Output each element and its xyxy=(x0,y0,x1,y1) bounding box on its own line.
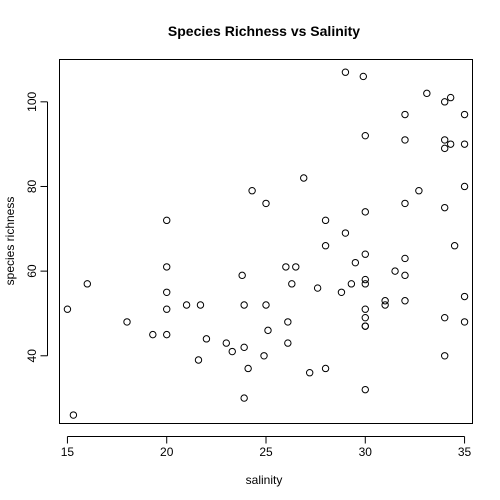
data-point xyxy=(460,292,469,301)
data-point xyxy=(341,229,350,237)
data-point xyxy=(244,364,252,373)
y-tick-label: 100 xyxy=(25,91,39,111)
data-point xyxy=(264,326,272,335)
data-point xyxy=(163,288,171,296)
data-point xyxy=(284,318,292,326)
data-point xyxy=(381,301,389,309)
data-point xyxy=(337,288,346,296)
data-point xyxy=(163,263,171,271)
y-tick-label: 60 xyxy=(25,264,39,278)
x-tick-label: 15 xyxy=(61,445,75,459)
data-point xyxy=(361,280,369,288)
data-point xyxy=(361,250,369,258)
data-point xyxy=(292,263,300,271)
data-point xyxy=(300,174,308,182)
x-axis: 15 20 25 30 35 xyxy=(61,436,472,459)
data-point xyxy=(196,301,205,309)
data-point xyxy=(391,267,399,275)
data-point xyxy=(401,254,409,263)
data-point xyxy=(441,313,449,322)
data-point xyxy=(69,411,78,419)
data-point xyxy=(240,301,248,309)
data-point xyxy=(359,72,367,81)
data-point xyxy=(262,199,270,208)
data-point xyxy=(238,271,246,280)
data-point xyxy=(441,136,449,144)
data-point xyxy=(248,187,256,195)
data-point xyxy=(163,305,171,313)
data-point xyxy=(202,335,211,343)
data-point xyxy=(401,199,409,208)
data-point xyxy=(222,339,230,347)
data-point xyxy=(63,305,72,313)
data-point xyxy=(194,356,203,364)
data-point xyxy=(361,275,369,284)
data-point xyxy=(284,339,292,347)
data-point xyxy=(282,263,290,271)
x-tick-label: 25 xyxy=(259,445,273,459)
data-point xyxy=(441,98,449,106)
data-point xyxy=(163,216,171,225)
plot-frame xyxy=(59,59,473,424)
data-point xyxy=(460,140,469,148)
y-tick-label: 40 xyxy=(25,349,39,363)
data-point xyxy=(347,280,356,288)
data-point xyxy=(361,385,369,394)
data-point xyxy=(351,258,360,267)
data-point xyxy=(460,318,469,326)
x-axis-label: salinity xyxy=(246,473,283,487)
data-point xyxy=(361,305,369,313)
data-point xyxy=(260,352,268,360)
data-points xyxy=(63,68,469,419)
data-point xyxy=(182,301,191,309)
data-point xyxy=(321,216,330,225)
data-point xyxy=(441,352,449,360)
data-point xyxy=(415,187,423,195)
y-axis-label: species richness xyxy=(3,197,17,286)
data-point xyxy=(446,93,455,102)
data-point xyxy=(240,394,248,402)
data-point xyxy=(441,203,449,212)
data-point xyxy=(163,330,171,339)
data-point xyxy=(401,297,409,305)
data-point xyxy=(123,318,131,326)
data-point xyxy=(149,330,157,339)
data-point xyxy=(361,131,369,140)
data-point xyxy=(262,301,270,309)
data-point xyxy=(321,242,330,250)
y-tick-label: 80 xyxy=(25,179,39,193)
data-point xyxy=(83,280,91,288)
data-point xyxy=(401,271,409,280)
data-point xyxy=(361,313,369,322)
x-tick-label: 20 xyxy=(160,445,174,459)
data-point xyxy=(460,182,469,191)
data-point xyxy=(460,110,469,119)
data-point xyxy=(288,280,296,288)
data-point xyxy=(341,68,350,76)
data-point xyxy=(361,322,369,330)
data-point xyxy=(441,144,449,153)
x-tick-label: 35 xyxy=(458,445,472,459)
data-point xyxy=(401,136,409,144)
data-point xyxy=(361,208,369,216)
data-point xyxy=(401,110,409,119)
y-axis: 40 60 80 100 xyxy=(25,91,48,362)
data-point xyxy=(423,89,431,98)
data-point xyxy=(446,140,455,148)
data-point xyxy=(450,242,459,250)
data-point xyxy=(313,284,322,292)
x-tick-label: 30 xyxy=(359,445,373,459)
data-point xyxy=(240,343,248,352)
chart-title: Species Richness vs Salinity xyxy=(168,23,360,39)
data-point xyxy=(321,364,330,373)
data-point xyxy=(228,347,236,356)
data-point xyxy=(305,369,314,377)
data-point xyxy=(381,297,389,305)
